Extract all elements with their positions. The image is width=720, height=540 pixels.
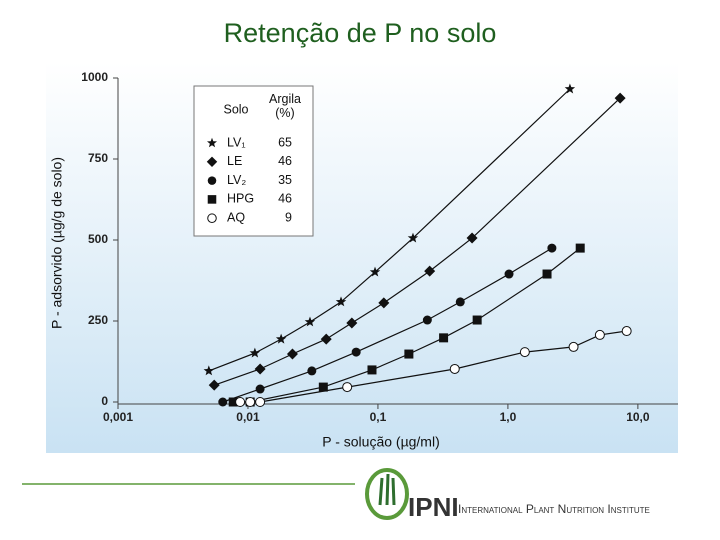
y-tick-label: 500 [88,232,108,246]
marker-square [207,195,217,204]
marker-diamond [424,265,436,277]
legend-value: 65 [278,135,292,149]
legend-label: LV₂ [227,173,246,187]
series [203,83,576,376]
marker-open-circle [594,329,605,340]
legend-header: Solo [223,102,248,116]
marker-square [367,365,377,375]
marker-circle [255,384,265,394]
marker-open-circle [207,213,217,223]
marker-diamond [254,363,266,375]
marker-circle [207,176,217,185]
series [208,92,626,391]
marker-circle [455,297,465,307]
x-tick-label: 0,001 [103,410,133,424]
legend-value: 35 [278,173,292,187]
marker-diamond [320,333,332,345]
y-axis-label: P - adsorvido (µg/g de solo) [49,157,65,329]
marker-square [404,349,414,359]
marker-star [335,296,347,307]
marker-circle [307,366,317,376]
marker-star [407,232,419,243]
series [218,243,557,407]
series-line [208,88,571,372]
marker-diamond [286,348,298,360]
series-line [222,247,553,403]
marker-square [542,269,552,279]
marker-open-circle [568,341,579,352]
marker-diamond [346,317,358,329]
x-tick-label: 10,0 [626,410,650,424]
y-tick-label: 250 [88,313,108,327]
marker-star [564,83,576,94]
marker-star [203,365,215,376]
marker-diamond [206,156,218,168]
marker-circle [218,397,228,407]
marker-square [575,243,585,253]
marker-star [369,266,381,277]
marker-open-circle [449,363,460,374]
marker-star [207,137,217,148]
marker-star [275,333,287,344]
x-tick-label: 0,1 [370,410,387,424]
footer-name: International Plant Nutrition Institute [458,502,650,516]
chart-title: Retenção de P no solo [224,18,497,48]
marker-square [318,382,328,392]
marker-square [228,397,238,407]
marker-diamond [378,297,390,309]
y-tick-label: 750 [88,151,108,165]
series [235,326,632,407]
logo-mark [365,468,409,520]
x-axis-label: P - solução (µg/ml) [322,434,440,450]
marker-open-circle [342,382,353,393]
legend-label: HPG [227,192,254,206]
marker-open-circle [235,397,246,407]
legend-label: LV₁ [227,135,246,149]
marker-star [249,347,261,358]
legend-value: 9 [285,210,292,224]
marker-diamond [614,92,626,104]
marker-circle [351,347,361,357]
legend-value: 46 [278,192,292,206]
marker-circle [422,315,432,325]
marker-open-circle [245,397,256,407]
marker-circle [504,269,514,279]
legend-value: 46 [278,154,292,168]
marker-diamond [466,232,478,244]
marker-diamond [208,379,220,391]
legend-label: LE [227,154,242,168]
marker-open-circle [519,347,530,358]
marker-square [439,333,449,343]
footer-logo: IPNI [408,492,459,522]
legend-header-value: Argila (%) [269,92,301,120]
y-tick-label: 0 [101,394,108,408]
chart-panel [46,62,678,453]
marker-open-circle [621,326,632,337]
marker-open-circle [255,397,266,407]
legend-header-wrap: Argila (%) [269,92,301,120]
marker-square [472,315,482,325]
marker-star [304,316,316,327]
legend-label: AQ [227,210,245,224]
y-tick-label: 1000 [81,70,108,84]
marker-circle [547,243,557,253]
x-tick-label: 0,01 [236,410,260,424]
x-tick-label: 1,0 [500,410,517,424]
